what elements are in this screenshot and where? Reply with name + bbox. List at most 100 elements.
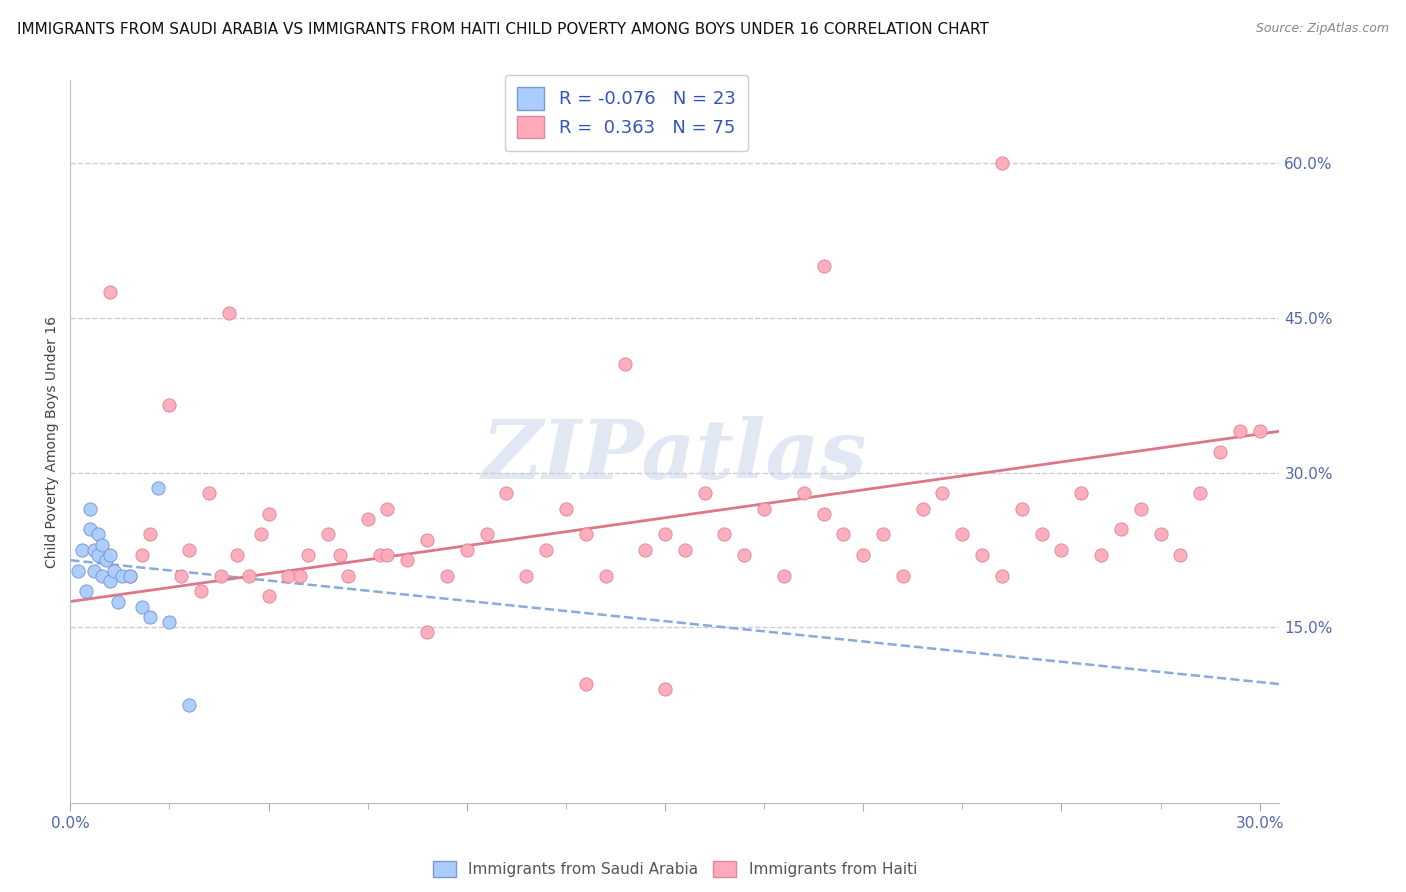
Point xyxy=(277,568,299,582)
Point xyxy=(79,522,101,536)
Point xyxy=(131,599,153,614)
Point xyxy=(138,527,160,541)
Point xyxy=(793,486,815,500)
Point xyxy=(249,527,271,541)
Point xyxy=(103,564,125,578)
Point xyxy=(131,548,153,562)
Legend: Immigrants from Saudi Arabia, Immigrants from Haiti: Immigrants from Saudi Arabia, Immigrants… xyxy=(425,854,925,885)
Point xyxy=(813,507,835,521)
Point xyxy=(534,542,557,557)
Point xyxy=(1050,542,1073,557)
Point xyxy=(872,527,894,541)
Point xyxy=(118,568,141,582)
Point xyxy=(1249,424,1271,438)
Point xyxy=(91,568,114,582)
Point xyxy=(972,548,994,562)
Point xyxy=(416,533,439,547)
Point xyxy=(257,590,280,604)
Point xyxy=(733,548,755,562)
Point xyxy=(377,548,399,562)
Point xyxy=(356,512,378,526)
Point xyxy=(368,548,391,562)
Point xyxy=(832,527,855,541)
Point xyxy=(70,542,93,557)
Point xyxy=(1209,445,1232,459)
Point xyxy=(170,568,193,582)
Point xyxy=(1129,501,1152,516)
Point xyxy=(1109,522,1132,536)
Point xyxy=(118,568,141,582)
Point xyxy=(179,698,201,712)
Point xyxy=(75,584,97,599)
Point xyxy=(950,527,973,541)
Point xyxy=(157,615,180,630)
Point xyxy=(456,542,478,557)
Point xyxy=(813,259,835,273)
Point xyxy=(1189,486,1212,500)
Point xyxy=(179,542,201,557)
Point xyxy=(713,527,735,541)
Point xyxy=(1149,527,1171,541)
Point xyxy=(752,501,775,516)
Point xyxy=(396,553,419,567)
Point xyxy=(1170,548,1192,562)
Point xyxy=(852,548,875,562)
Point xyxy=(595,568,617,582)
Point xyxy=(67,564,90,578)
Point xyxy=(157,398,180,412)
Point xyxy=(138,610,160,624)
Point xyxy=(316,527,339,541)
Point xyxy=(436,568,458,582)
Point xyxy=(238,568,260,582)
Point xyxy=(495,486,517,500)
Point xyxy=(98,574,121,588)
Text: Source: ZipAtlas.com: Source: ZipAtlas.com xyxy=(1256,22,1389,36)
Point xyxy=(198,486,221,500)
Point xyxy=(257,507,280,521)
Point xyxy=(1070,486,1092,500)
Point xyxy=(693,486,716,500)
Point xyxy=(773,568,796,582)
Point xyxy=(515,568,537,582)
Point xyxy=(290,568,312,582)
Point xyxy=(554,501,576,516)
Point xyxy=(209,568,232,582)
Point xyxy=(377,501,399,516)
Point xyxy=(911,501,934,516)
Point xyxy=(1031,527,1053,541)
Point xyxy=(336,568,359,582)
Point xyxy=(98,548,121,562)
Point xyxy=(575,527,598,541)
Point xyxy=(1090,548,1112,562)
Point xyxy=(94,553,117,567)
Point xyxy=(673,542,696,557)
Point xyxy=(575,677,598,691)
Point xyxy=(329,548,352,562)
Point xyxy=(87,527,110,541)
Point xyxy=(87,548,110,562)
Point xyxy=(634,542,657,557)
Point xyxy=(614,357,637,371)
Point xyxy=(654,527,676,541)
Point xyxy=(1229,424,1251,438)
Point xyxy=(98,285,121,299)
Point xyxy=(190,584,212,599)
Point xyxy=(654,682,676,697)
Point xyxy=(416,625,439,640)
Point xyxy=(475,527,498,541)
Point xyxy=(1011,501,1033,516)
Point xyxy=(111,568,134,582)
Point xyxy=(991,156,1014,170)
Point xyxy=(107,594,129,608)
Point xyxy=(91,538,114,552)
Point xyxy=(146,481,169,495)
Point xyxy=(297,548,319,562)
Point xyxy=(891,568,914,582)
Text: IMMIGRANTS FROM SAUDI ARABIA VS IMMIGRANTS FROM HAITI CHILD POVERTY AMONG BOYS U: IMMIGRANTS FROM SAUDI ARABIA VS IMMIGRAN… xyxy=(17,22,988,37)
Point xyxy=(79,501,101,516)
Point xyxy=(83,542,105,557)
Point xyxy=(991,568,1014,582)
Y-axis label: Child Poverty Among Boys Under 16: Child Poverty Among Boys Under 16 xyxy=(45,316,59,567)
Point xyxy=(218,305,240,319)
Point xyxy=(225,548,247,562)
